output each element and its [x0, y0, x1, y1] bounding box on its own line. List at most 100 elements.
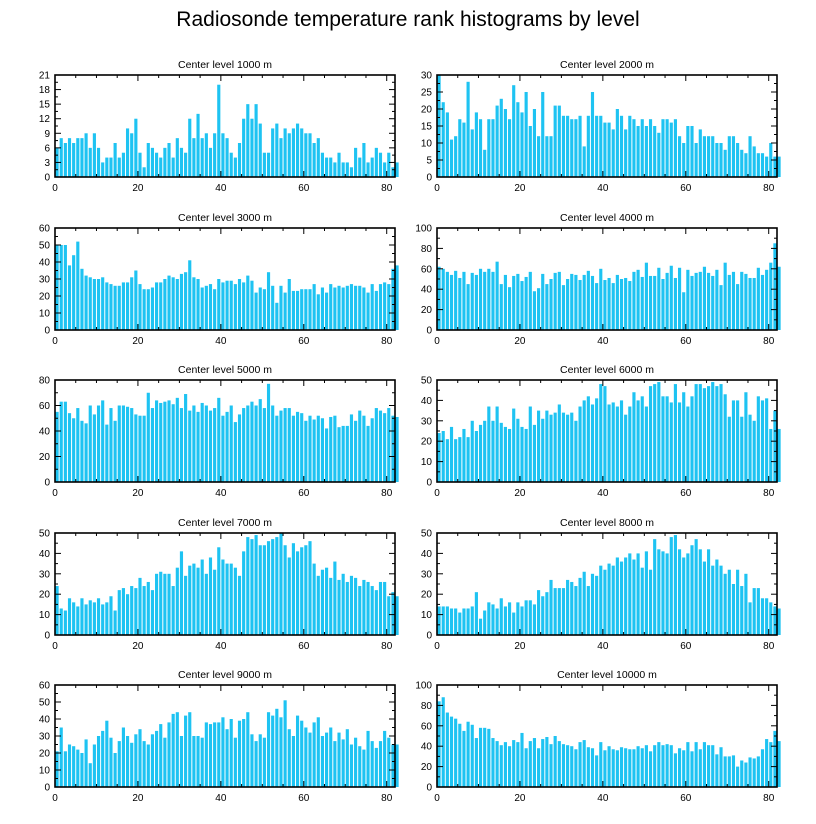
histogram-bar: [171, 404, 175, 482]
histogram-bar: [673, 119, 677, 177]
histogram-bar: [242, 118, 246, 177]
histogram-bar: [765, 156, 769, 177]
histogram-bar: [528, 741, 532, 787]
histogram-bar: [291, 543, 295, 635]
histogram-bar: [163, 279, 167, 330]
histogram-bar: [374, 747, 378, 787]
histogram-bar: [707, 272, 711, 330]
histogram-bar: [163, 147, 167, 177]
histogram-bar: [175, 567, 179, 635]
histogram-bar: [707, 549, 711, 635]
histogram-bar: [773, 410, 777, 482]
histogram-bar: [221, 559, 225, 635]
histogram-bar: [67, 413, 72, 482]
histogram-bar: [669, 537, 673, 635]
histogram-bar: [337, 732, 341, 787]
histogram-bar: [279, 533, 283, 635]
histogram-bar: [113, 610, 117, 635]
y-tick-label: 20: [39, 452, 51, 463]
x-tick-label: 0: [434, 183, 440, 194]
histogram-bar: [391, 268, 395, 330]
y-tick-label: 0: [426, 478, 432, 489]
histogram-bar: [221, 717, 225, 787]
histogram-bar: [279, 410, 283, 482]
histogram-bar: [113, 143, 117, 177]
histogram-bar: [454, 608, 458, 635]
y-tick-label: 20: [421, 590, 433, 601]
histogram-bar: [657, 742, 661, 787]
histogram-bar: [727, 756, 731, 787]
y-tick-label: 40: [39, 258, 51, 269]
histogram-bar: [80, 420, 84, 482]
histogram-bar: [354, 285, 358, 330]
histogram-bar: [304, 727, 308, 787]
histogram-bar: [723, 573, 727, 635]
histogram-bar: [441, 606, 445, 635]
histogram-bar: [557, 741, 561, 787]
histogram-bar: [590, 404, 595, 482]
histogram-bar: [329, 284, 333, 330]
histogram-bar: [760, 749, 765, 787]
histogram-bar: [337, 152, 341, 177]
histogram-bar: [229, 152, 233, 177]
histogram-bar: [491, 420, 495, 482]
histogram-bar: [121, 588, 125, 635]
histogram-bar: [454, 136, 458, 177]
histogram-bar: [184, 715, 188, 787]
histogram-bar: [512, 408, 516, 482]
y-tick-label: 60: [421, 721, 433, 732]
histogram-bar: [462, 122, 466, 177]
histogram-bar: [109, 737, 113, 787]
y-tick-label: 60: [39, 224, 51, 235]
histogram-bar: [72, 602, 76, 635]
histogram-bar: [291, 290, 295, 330]
histogram-bar: [250, 734, 254, 787]
histogram-bar: [63, 245, 67, 330]
y-tick-label: 6: [44, 143, 50, 154]
y-tick-label: 80: [421, 701, 433, 712]
histogram-bar: [777, 741, 781, 787]
histogram-bar: [283, 700, 287, 787]
histogram-bar: [370, 284, 374, 330]
histogram-bar: [532, 604, 537, 635]
histogram-bar: [337, 427, 341, 482]
histogram-bar: [624, 748, 628, 787]
histogram-bar: [549, 414, 553, 482]
histogram-bar: [719, 384, 723, 482]
y-tick-label: 60: [421, 264, 433, 275]
histogram-bar: [752, 277, 756, 330]
histogram-bar: [237, 414, 242, 482]
histogram-bar: [316, 294, 320, 330]
histogram-bar: [333, 415, 337, 482]
histogram-bar: [150, 590, 155, 635]
x-tick-label: 0: [52, 183, 58, 194]
histogram-bar: [130, 742, 134, 787]
histogram-bar: [702, 742, 707, 787]
x-tick-label: 80: [763, 488, 775, 499]
histogram-bar: [59, 138, 63, 177]
histogram-bar: [495, 406, 499, 482]
histogram-bar: [316, 415, 320, 482]
histogram-bar: [378, 741, 383, 787]
histogram-bar: [478, 618, 483, 635]
histogram-bar: [192, 736, 196, 787]
histogram-bar: [366, 730, 370, 787]
histogram-bar: [528, 406, 532, 482]
histogram-bar: [449, 608, 454, 635]
histogram-bar: [383, 282, 387, 330]
y-tick-label: 50: [421, 376, 433, 387]
histogram-bar: [217, 722, 221, 787]
histogram-bar: [711, 275, 715, 330]
histogram-bar: [295, 290, 300, 330]
histogram-bar: [495, 105, 499, 177]
histogram-bar: [208, 284, 213, 330]
histogram-bar: [138, 729, 142, 787]
histogram-bar: [150, 408, 155, 482]
histogram-bar: [63, 751, 67, 787]
histogram-bar: [233, 422, 237, 482]
histogram-bar: [566, 745, 570, 787]
histogram-bar: [395, 416, 399, 482]
histogram-bar: [196, 567, 200, 635]
histogram-bar: [291, 128, 295, 177]
histogram-bar: [333, 162, 337, 177]
